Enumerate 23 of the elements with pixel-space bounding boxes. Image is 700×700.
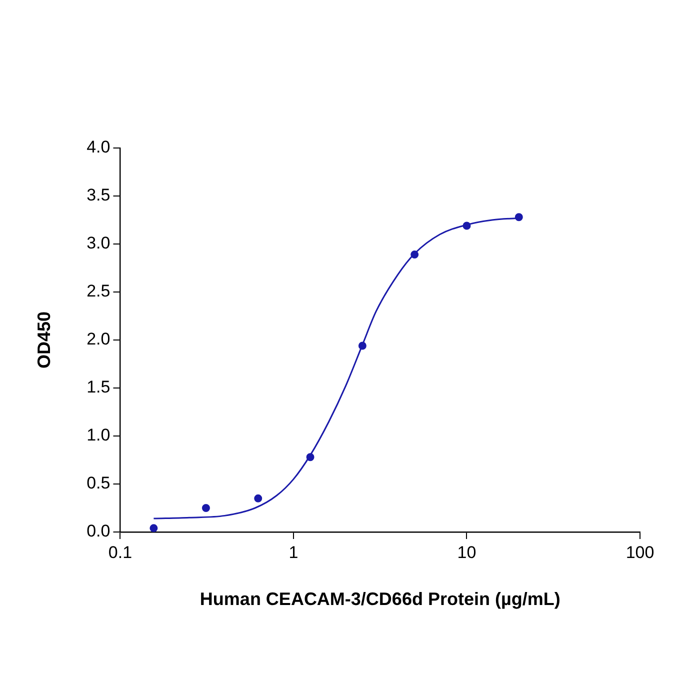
point	[306, 453, 314, 462]
point	[410, 250, 419, 259]
x-axis-title: Human CEACAM-3/CD66d Protein (µg/mL)	[200, 589, 560, 610]
y-tick-label: 0.5	[86, 474, 110, 493]
point	[150, 524, 158, 532]
y-tick-label: 2.5	[86, 282, 110, 301]
x-tick-label: 100	[626, 542, 654, 562]
x-tick-label: 0.1	[108, 542, 132, 562]
y-axis-title: OD450	[34, 311, 54, 369]
y-tick-label: 1.5	[86, 378, 110, 397]
point	[202, 504, 210, 512]
y-tick-label: 0.0	[86, 522, 110, 541]
point	[358, 342, 366, 350]
y-tick-label: 3.0	[86, 234, 110, 253]
x-tick-label: 10	[457, 542, 476, 562]
point	[514, 213, 523, 222]
point	[254, 494, 262, 502]
y-tick-label: 3.5	[86, 186, 110, 205]
y-tick-label: 4.0	[86, 138, 110, 157]
y-tick-label: 1.0	[86, 426, 110, 445]
y-tick-label: 2.0	[86, 330, 110, 349]
point	[462, 222, 471, 230]
x-tick-label: 1	[288, 542, 298, 562]
